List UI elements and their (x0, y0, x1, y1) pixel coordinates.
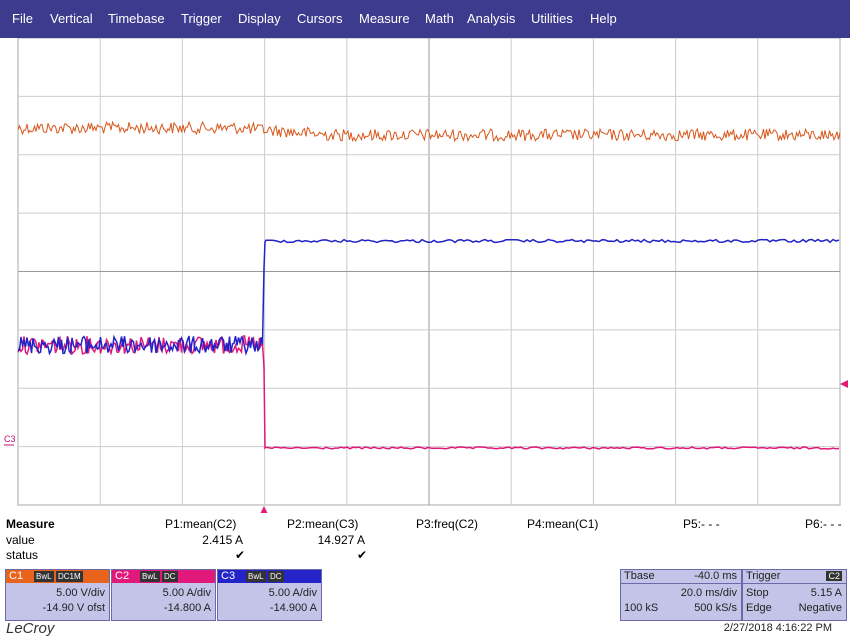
menu-item[interactable]: Math (425, 11, 454, 26)
trigger-type: Edge (746, 602, 772, 614)
channel-name: C2 (115, 570, 130, 582)
channel-badge: DC (268, 571, 284, 582)
trace-c1 (17, 120, 841, 143)
trace-c3 (17, 238, 840, 356)
param-name[interactable]: P5:- - - (683, 517, 720, 531)
trigger-box[interactable]: Trigger C2 Stop 5.15 A Edge Negative (742, 569, 847, 621)
timebase-delay: -40.0 ms (694, 570, 737, 582)
param-name[interactable]: P3:freq(C2) (416, 517, 479, 531)
channel-scale: 5.00 A/div (162, 587, 211, 599)
measure-panel: Measure value status P1:mean(C2) 2.415 A ✔ P2:… (0, 513, 850, 568)
channel-box[interactable]: C2 BwL DC 5.00 A/div -14.800 A (111, 569, 216, 621)
row-label: value (6, 533, 35, 547)
channel-badge: DC (162, 571, 178, 582)
trigger-level: 5.15 A (810, 587, 842, 599)
menu-item[interactable]: File (12, 11, 33, 26)
timebase-box[interactable]: Tbase -40.0 ms 20.0 ms/div 100 kS 500 kS/s (620, 569, 742, 621)
timebase-header (621, 570, 741, 584)
channel-name: C1 (9, 570, 24, 582)
channel-box[interactable]: C1 BwL DC1M 5.00 V/div -14.90 V ofst (5, 569, 110, 621)
trigger-level-marker (840, 380, 848, 388)
channel-box[interactable]: C3 BwL DC 5.00 A/div -14.900 A (217, 569, 322, 621)
waveform-display: C3 (4, 38, 848, 513)
param-status: ✔ (357, 548, 368, 562)
menu-item[interactable]: Analysis (467, 11, 516, 26)
menu-item[interactable]: Help (590, 11, 617, 26)
trigger-header (743, 570, 846, 584)
brand: LeCroy (6, 620, 55, 637)
channel-scale: 5.00 A/div (268, 587, 317, 599)
measure-title: Measure (6, 517, 55, 531)
menu-bar: File Vertical Timebase Trigger Display Cursor… (0, 0, 850, 38)
channel-offset: -14.800 A (163, 602, 211, 614)
channel-header: C3 BwL DC (218, 570, 321, 583)
channel-scale: 5.00 V/div (56, 587, 105, 599)
timebase-samples: 100 kS (624, 602, 659, 614)
channel-badge: BwL (34, 571, 54, 582)
param-name[interactable]: P6:- - - (805, 517, 842, 531)
menu-item[interactable]: Display (238, 11, 281, 26)
param-value: 14.927 A (317, 533, 365, 547)
channel-header: C2 BwL DC (112, 570, 215, 583)
row-label: status (6, 548, 39, 562)
trigger-time-marker (260, 506, 268, 513)
timebase-rate: 500 kS/s (694, 602, 737, 614)
trigger-mode: Stop (746, 587, 769, 599)
channel-badge: BwL (246, 571, 266, 582)
menu-item[interactable]: Timebase (108, 11, 165, 26)
trace-c2 (17, 335, 840, 450)
channel-header: C1 BwL DC1M (6, 570, 109, 583)
menu-item[interactable]: Trigger (181, 11, 222, 26)
channel-badge: DC1M (56, 571, 83, 582)
trace-marker: C3 (4, 434, 16, 444)
menu-item[interactable]: Cursors (297, 11, 343, 26)
channel-offset: -14.90 V ofst (42, 602, 105, 614)
channel-offset: -14.900 A (269, 602, 317, 614)
timestamp: 2/27/2018 4:16:22 PM (723, 622, 832, 634)
trigger-source: C2 (826, 571, 842, 581)
param-name[interactable]: P1:mean(C2) (165, 517, 237, 531)
param-value: 2.415 A (202, 533, 243, 547)
timebase-title: Tbase (624, 570, 655, 582)
param-name[interactable]: P4:mean(C1) (527, 517, 599, 531)
trigger-title: Trigger (746, 570, 781, 582)
param-status: ✔ (235, 548, 246, 562)
menu-item[interactable]: Vertical (50, 11, 93, 26)
timebase-scale: 20.0 ms/div (680, 587, 737, 599)
param-name[interactable]: P2:mean(C3) (287, 517, 359, 531)
menu-item[interactable]: Measure (359, 11, 410, 26)
channel-badge: BwL (140, 571, 160, 582)
menu-item[interactable]: Utilities (531, 11, 573, 26)
trigger-slope: Negative (798, 602, 842, 614)
channel-name: C3 (221, 570, 236, 582)
